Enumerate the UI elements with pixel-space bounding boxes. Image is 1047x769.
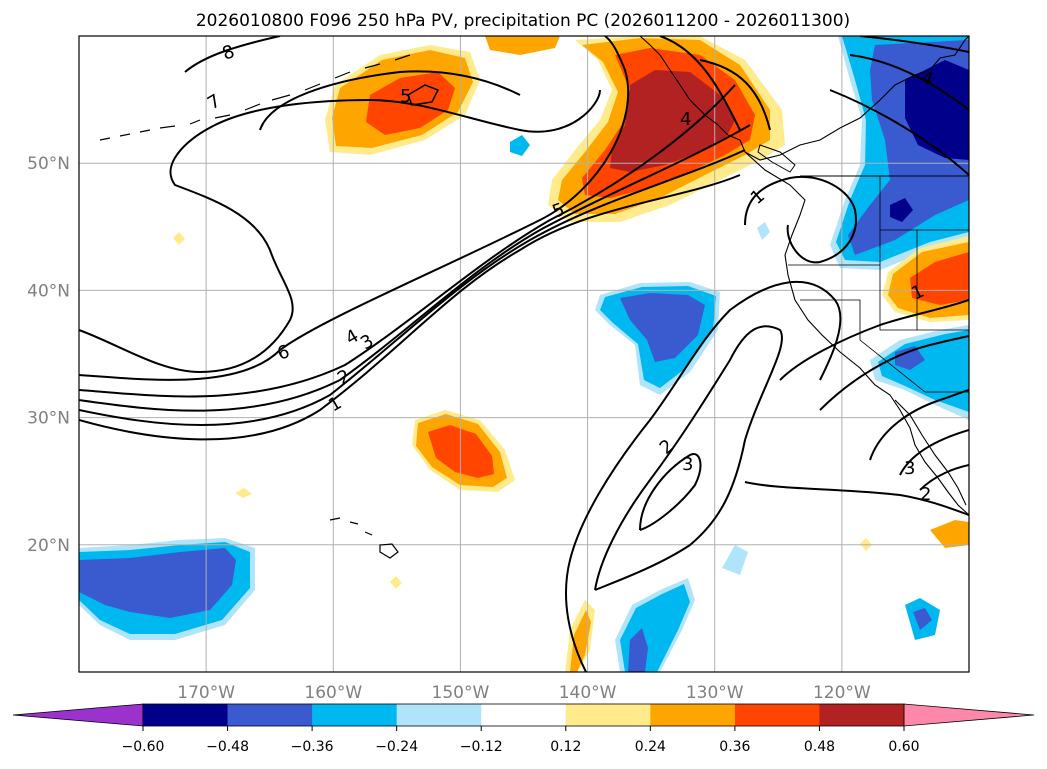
colorbar-tick-label: 0.36 [719,739,750,755]
colorbar-segment [143,704,229,726]
colorbar-segment [481,704,567,726]
pv-contour-east-4 [779,299,969,381]
hawaii-islands [329,517,399,559]
x-tick-label: 120°W [813,683,871,703]
pv-contour-north-5 [829,89,969,176]
shade-south-positive-orange [570,610,591,672]
pv-contour-5 [79,36,630,381]
colorbar-tick-label: −0.48 [206,739,249,755]
colorbar-tick-label: −0.24 [375,739,418,755]
coast-baja [894,399,967,506]
colorbar-tick-label: −0.36 [291,739,334,755]
colorbar-extend-high [903,703,1035,727]
contour-label: 3 [682,454,693,475]
x-tick-label: 170°W [177,683,235,703]
shade-patch-3 [722,545,748,575]
colorbar-frame [142,703,905,727]
colorbar-segment [734,704,820,726]
x-tick-label: 160°W [304,683,362,703]
pv-contour-east-loop [639,453,702,531]
colorbar-segment [819,704,905,726]
shade-nevada-red [910,252,969,305]
colorbar: −0.60 −0.48 −0.36 −0.24 −0.12 0.12 0.24 0.36 0.4… [12,703,1035,755]
shade-patch-5 [913,608,932,630]
pv-contour-east-8 [919,464,969,491]
shade-pnw-navy [905,60,969,160]
shade-patch-11 [485,36,560,55]
shade-patch-2 [757,222,770,240]
pv-contour-east-6 [869,389,969,461]
shade-patch-1 [510,135,530,156]
colorbar-segment [312,704,398,726]
y-tick-label: 50°N [27,154,70,174]
pv-contour-6 [79,89,601,374]
pv-contour-east-3 [594,325,783,591]
colorbar-segment [227,704,313,726]
shade-gulf-alaska-darkred [610,70,735,172]
border-states-1 [788,176,969,331]
coastlines [99,36,969,559]
pv-contour-gulf-2 [699,59,771,131]
pv-contour-2 [79,149,746,426]
y-tick-label: 30°N [27,409,70,429]
pv-contour-8 [184,36,281,73]
shade-patch-8 [390,576,402,589]
colorbar-segment [396,704,482,726]
colorbar-tick-label: 0.60 [888,739,919,755]
x-tick-label: 150°W [432,683,490,703]
pv-contours [79,36,969,672]
shade-stropic-blue [628,628,648,672]
pv-contour-north-6 [859,36,969,53]
colorbar-tick-label: 0.24 [635,739,666,755]
map-area: 1 2 3 4 5 6 7 8 2 3 3 2 1 1 4 5 4 [79,36,969,672]
pv-contour-1 [79,174,741,441]
pv-contour-7 [259,70,521,131]
pv-contour-east-9 [744,481,969,516]
aleutian-islands [99,54,411,141]
contour-label: 5 [400,86,411,107]
pv-contour-north-1 [744,175,857,264]
colorbar-tick-label: 0.48 [804,739,835,755]
coast-west-us [744,151,969,516]
contour-label: 3 [904,458,915,479]
contour-label: 2 [920,484,931,505]
map-frame [78,35,970,673]
x-tick-label: 140°W [559,683,617,703]
shade-patch-10 [235,488,252,498]
vancouver-island [757,144,796,173]
shade-patch-7 [173,232,185,245]
colorbar-tick-label: −0.12 [460,739,503,755]
shade-patch-6 [930,520,969,548]
y-tick-label: 40°N [27,281,70,301]
y-tick-label: 20°N [27,536,70,556]
chart-title: 2026010800 F096 250 hPa PV, precipitatio… [196,11,850,31]
shade-ehawaii-blue [620,293,705,362]
pv-contour-4 [79,84,736,398]
colorbar-tick-label: 0.12 [550,739,581,755]
pv-contour-east-2 [564,280,842,672]
pv-contour-3 [79,124,751,412]
pv-contour-east-5 [819,335,969,411]
x-axis-ticks: 170°W 160°W 150°W 140°W 130°W 120°W [177,683,871,703]
pv-contour-north-4 [849,54,969,111]
colorbar-segment [565,704,651,726]
colorbar-segment [650,704,736,726]
pv-contour-east-7 [899,429,969,476]
coast-north-america [639,36,969,161]
gridlines [79,36,969,672]
pv-contour-5-loop [407,84,440,106]
y-axis-ticks: 20°N 30°N 40°N 50°N [27,154,70,556]
contour-label: 4 [680,109,691,130]
pv-contour-gulf-1 [659,36,741,131]
shade-wtropic-blue [79,548,236,618]
colorbar-extend-low [12,703,144,727]
shade-pnw-navy-small [890,198,913,222]
colorbar-tick-label: −0.60 [122,739,165,755]
shade-subtropical-red [428,425,494,478]
shade-southwest-blue [895,346,925,370]
x-tick-label: 130°W [686,683,744,703]
